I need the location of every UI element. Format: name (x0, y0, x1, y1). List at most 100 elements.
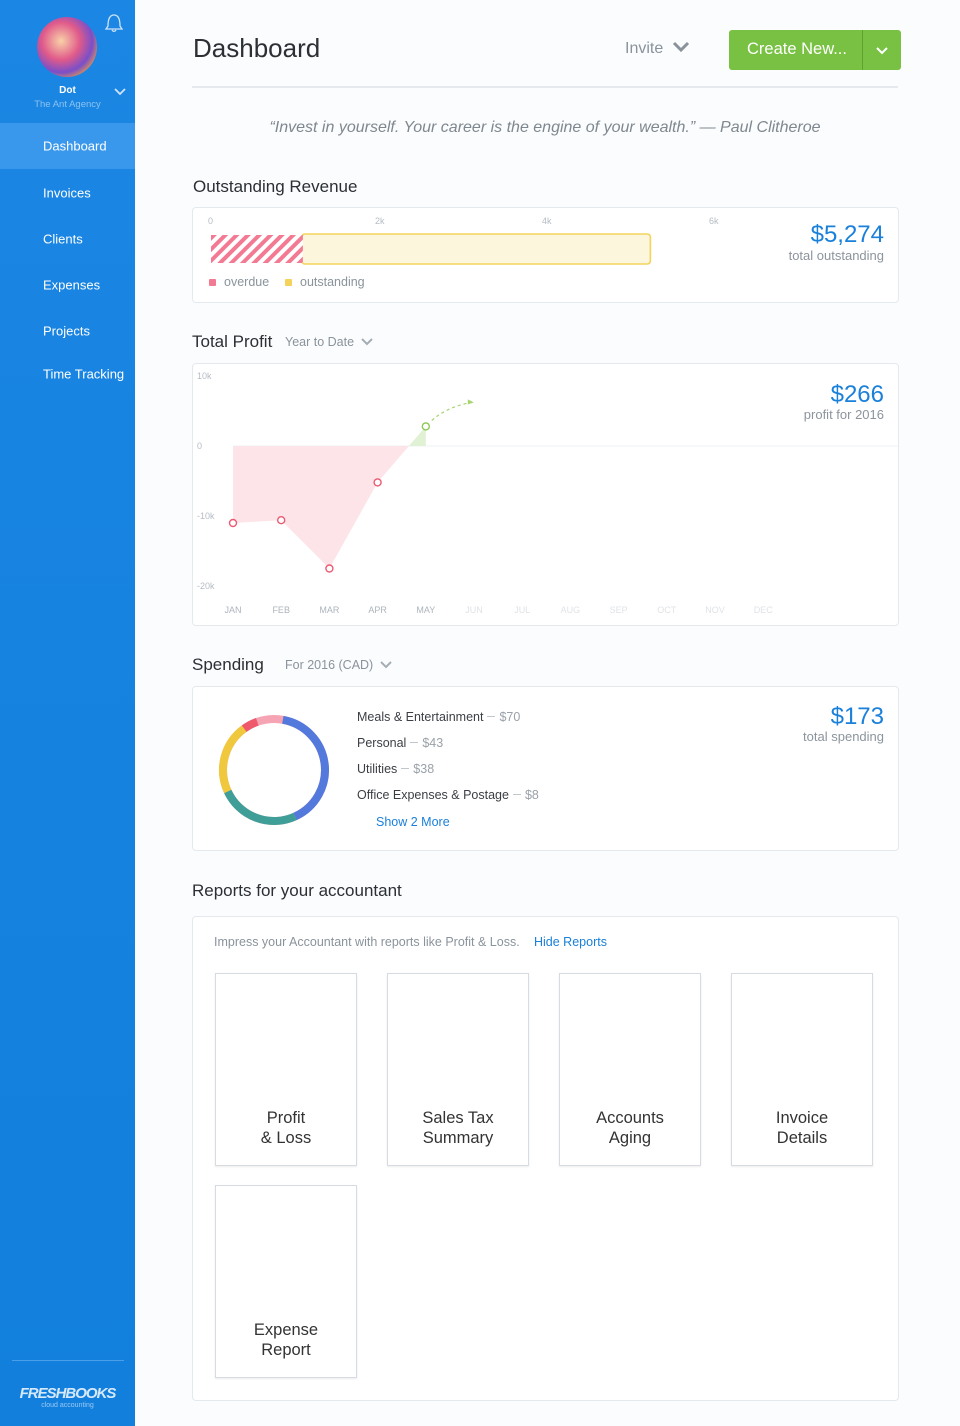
nav-item[interactable]: Expenses (0, 262, 135, 308)
legend-item: Meals & Entertainment $70 (357, 710, 520, 724)
legend-swatch (285, 279, 292, 286)
donut-segment (224, 789, 297, 825)
report-card[interactable]: Profit & Loss (215, 973, 357, 1166)
bell-icon[interactable] (104, 14, 124, 33)
legend-item: Personal $43 (357, 736, 443, 750)
nav-item[interactable]: Clients (0, 216, 135, 262)
reports-intro: Impress your Accountant with reports lik… (214, 935, 520, 949)
profit-total: $266 (830, 381, 884, 408)
nav-item[interactable]: Invoices (0, 170, 135, 216)
x-tick-label: SEP (610, 605, 628, 615)
nav-label[interactable]: Expenses (43, 277, 101, 293)
profit-card: 10k 0 -10k -20k JAN FEB MAR APR MAY JUN JUL AUG SEP O… (192, 363, 899, 626)
separator (487, 716, 496, 717)
donut-segment (241, 718, 259, 732)
report-label[interactable]: Summary (422, 1129, 494, 1147)
x-tick-label: MAR (319, 605, 340, 615)
nav-label[interactable]: Dashboard (43, 138, 107, 154)
filter-chevron (360, 338, 373, 346)
filter-chevron (380, 661, 392, 669)
legend-item: Utilities $38 (357, 762, 434, 776)
divider (12, 1360, 124, 1361)
report-label[interactable]: Aging (608, 1129, 652, 1147)
spending-card: $173 total spending Show 2 More Meals & … (192, 686, 899, 851)
section-title: Total Profit (192, 332, 273, 351)
report-label[interactable]: Invoice (775, 1109, 829, 1127)
section-title: Spending (192, 655, 264, 674)
data-point (228, 518, 238, 528)
data-point (325, 564, 334, 573)
report-label[interactable]: Report (261, 1341, 311, 1359)
nav-item[interactable]: Projects (0, 308, 135, 354)
data-point (276, 515, 286, 525)
header-rule (192, 86, 898, 88)
report-label[interactable]: Details (776, 1129, 828, 1147)
donut-segment (282, 715, 329, 821)
sidebar: Dot The Ant Agency Dashboard Invoices Clie… (0, 0, 135, 1426)
section-title: Reports for your accountant (192, 881, 402, 900)
invite[interactable]: Invite (625, 40, 690, 58)
category-value: $38 (413, 762, 435, 776)
avatar[interactable] (37, 17, 97, 77)
report-card[interactable]: Expense Report (215, 1185, 357, 1378)
y-tick-label: 10k (197, 371, 212, 381)
x-tick-label: AUG (561, 605, 581, 615)
show-more[interactable]: Show 2 More (376, 815, 450, 829)
category-value: $8 (524, 788, 539, 802)
spending-caption: total spending (803, 729, 884, 744)
profile-chevron[interactable] (114, 88, 126, 96)
nav-label[interactable]: Projects (43, 323, 90, 339)
report-label[interactable]: & Loss (260, 1129, 312, 1147)
legend-swatch (209, 279, 216, 286)
spending-filter[interactable]: For 2016 (CAD) (285, 658, 393, 672)
x-tick-label: JAN (224, 605, 241, 615)
button-separator (862, 30, 863, 70)
report-card[interactable]: Sales Tax Summary (387, 973, 529, 1166)
projection (431, 401, 472, 421)
create-label[interactable]: Create New... (747, 40, 847, 58)
nav-label[interactable]: Invoices (43, 185, 91, 201)
projection-arrow (467, 399, 474, 405)
profit-filter[interactable]: Year to Date (285, 335, 374, 349)
separator (401, 768, 410, 769)
x-tick-label: 2k (375, 216, 385, 226)
invite-chevron (672, 41, 689, 53)
filter-label[interactable]: Year to Date (285, 335, 355, 349)
y-tick-label: -10k (197, 511, 215, 521)
x-tick-label: FEB (272, 605, 290, 615)
x-tick-label: OCT (657, 605, 677, 615)
profit-chart: 10k 0 -10k -20k JAN FEB MAR APR MAY JUN JUL AUG SEP O… (197, 371, 898, 615)
category-name: Personal (357, 736, 407, 750)
report-label[interactable]: Sales Tax (422, 1109, 494, 1127)
profit-caption: profit for 2016 (803, 407, 884, 422)
category-name: Office Expenses & Postage (357, 788, 509, 802)
data-point (373, 478, 382, 487)
report-card[interactable]: Invoice Details (731, 973, 873, 1166)
create-button[interactable]: Create New... (729, 30, 901, 70)
filter-label[interactable]: For 2016 (CAD) (285, 658, 374, 672)
invite-label[interactable]: Invite (625, 40, 664, 57)
x-tick-label: 0 (208, 216, 213, 226)
report-label[interactable]: Expense (253, 1321, 319, 1339)
quote: “Invest in yourself. Your career is the … (269, 119, 821, 136)
report-card[interactable]: Accounts Aging (559, 973, 701, 1166)
x-tick-label: NOV (705, 605, 725, 615)
nav-label[interactable]: Time Tracking (43, 366, 125, 382)
category-value: $43 (422, 736, 444, 750)
nav-item[interactable]: Dashboard (0, 123, 135, 169)
nav-label[interactable]: Clients (43, 231, 83, 247)
legend-item: Office Expenses & Postage $8 (357, 788, 539, 802)
separator (512, 794, 521, 795)
hide-reports[interactable]: Hide Reports (534, 935, 607, 949)
category-value: $70 (499, 710, 521, 724)
company-name: The Ant Agency (34, 99, 101, 110)
x-tick-label: MAY (416, 605, 435, 615)
nav-item[interactable]: Time Tracking (0, 351, 135, 397)
create-chevron[interactable] (875, 46, 889, 56)
bar-segment (211, 235, 303, 263)
report-label[interactable]: Accounts (596, 1109, 664, 1127)
bar-segment (301, 233, 652, 265)
x-tick-label: 6k (709, 216, 719, 226)
report-label[interactable]: Profit (266, 1109, 306, 1127)
x-tick-label: APR (368, 605, 387, 615)
